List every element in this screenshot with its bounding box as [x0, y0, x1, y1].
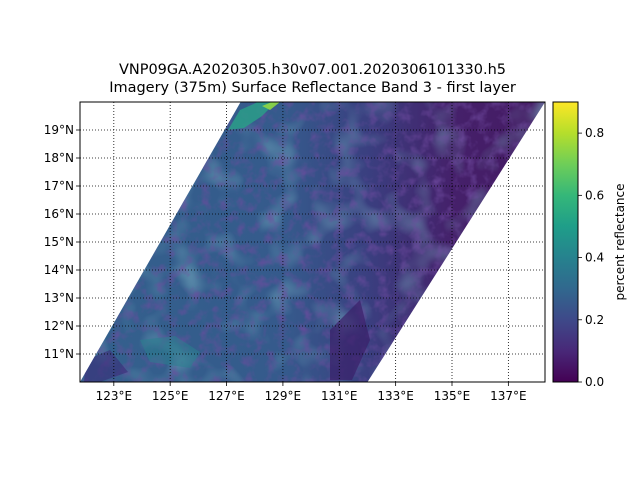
lat-tick-label: 15°N: [44, 235, 74, 249]
lon-tick-label: 125°E: [152, 389, 189, 403]
lon-tick-label: 129°E: [265, 389, 302, 403]
lat-tick-label: 16°N: [44, 207, 74, 221]
colorbar-tick-label: 0.8: [585, 126, 604, 140]
lat-tick-label: 14°N: [44, 263, 74, 277]
colorbar-tick-label: 0.0: [585, 375, 604, 389]
lon-tick-label: 131°E: [321, 389, 358, 403]
colorbar-frame: [552, 101, 579, 383]
map-title-line-1: VNP09GA.A2020305.h30v07.001.202030610133…: [118, 62, 507, 78]
lon-tick-label: 133°E: [377, 389, 414, 403]
map-gridlines: [80, 102, 545, 382]
colorbar: 0.0 0.2 0.4 0.6 0.8 percent reflectance: [552, 101, 627, 389]
colorbar-tick-label: 0.4: [585, 251, 604, 265]
colorbar-tick-label: 0.2: [585, 313, 604, 327]
lon-tick-label: 137°E: [490, 389, 527, 403]
lat-tick-label: 12°N: [44, 319, 74, 333]
lat-tick-label: 18°N: [44, 151, 74, 165]
lon-tick-label: 135°E: [434, 389, 471, 403]
latitude-ticks: 11°N 12°N 13°N 14°N 15°N 16°N 17°N 18°N 19°N: [44, 123, 80, 361]
lat-tick-label: 11°N: [44, 347, 74, 361]
colorbar-label: percent reflectance: [613, 183, 627, 300]
map-title-line-2: Imagery (375m) Surface Reflectance Band …: [109, 80, 516, 96]
lon-tick-label: 123°E: [96, 389, 133, 403]
colorbar-ticks: 0.0 0.2 0.4 0.6 0.8: [578, 126, 604, 389]
longitude-ticks: 123°E 125°E 127°E 129°E 131°E 133°E 135°E 137°E: [96, 382, 527, 403]
map-axes: 123°E 125°E 127°E 129°E 131°E 133°E 135°E 137°E…: [44, 101, 546, 403]
colorbar-gradient: [553, 102, 578, 382]
lat-tick-label: 17°N: [44, 179, 74, 193]
lat-tick-label: 13°N: [44, 291, 74, 305]
colorbar-tick-label: 0.6: [585, 188, 604, 202]
lat-tick-label: 19°N: [44, 123, 74, 137]
lon-tick-label: 127°E: [208, 389, 245, 403]
